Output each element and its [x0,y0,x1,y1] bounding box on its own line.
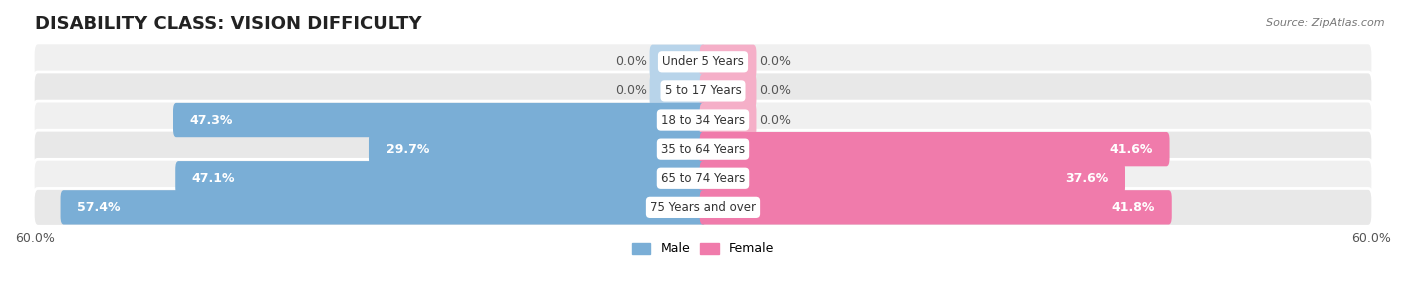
FancyBboxPatch shape [700,161,1125,196]
Text: 0.0%: 0.0% [759,113,790,127]
Text: 41.8%: 41.8% [1112,201,1156,214]
FancyBboxPatch shape [173,103,706,137]
Text: 57.4%: 57.4% [77,201,121,214]
Text: 0.0%: 0.0% [616,84,647,97]
Text: 37.6%: 37.6% [1064,172,1108,185]
FancyBboxPatch shape [700,103,756,137]
Text: 47.1%: 47.1% [193,172,235,185]
FancyBboxPatch shape [368,132,706,166]
FancyBboxPatch shape [650,74,706,108]
FancyBboxPatch shape [60,190,706,224]
FancyBboxPatch shape [700,132,1170,166]
Text: 0.0%: 0.0% [759,84,790,97]
FancyBboxPatch shape [700,45,756,79]
Legend: Male, Female: Male, Female [627,237,779,260]
Text: 29.7%: 29.7% [385,143,429,156]
FancyBboxPatch shape [650,45,706,79]
Text: DISABILITY CLASS: VISION DIFFICULTY: DISABILITY CLASS: VISION DIFFICULTY [35,15,422,33]
Text: 5 to 17 Years: 5 to 17 Years [665,84,741,97]
FancyBboxPatch shape [700,74,756,108]
Text: 18 to 34 Years: 18 to 34 Years [661,113,745,127]
Text: 0.0%: 0.0% [759,55,790,68]
Text: 65 to 74 Years: 65 to 74 Years [661,172,745,185]
FancyBboxPatch shape [34,188,1372,226]
FancyBboxPatch shape [700,190,1171,224]
Text: 75 Years and over: 75 Years and over [650,201,756,214]
FancyBboxPatch shape [34,159,1372,197]
Text: 0.0%: 0.0% [616,55,647,68]
FancyBboxPatch shape [34,130,1372,168]
FancyBboxPatch shape [176,161,706,196]
Text: 41.6%: 41.6% [1109,143,1153,156]
Text: Source: ZipAtlas.com: Source: ZipAtlas.com [1267,18,1385,28]
Text: 35 to 64 Years: 35 to 64 Years [661,143,745,156]
Text: 47.3%: 47.3% [190,113,233,127]
FancyBboxPatch shape [34,101,1372,139]
FancyBboxPatch shape [34,72,1372,110]
FancyBboxPatch shape [34,43,1372,81]
Text: Under 5 Years: Under 5 Years [662,55,744,68]
